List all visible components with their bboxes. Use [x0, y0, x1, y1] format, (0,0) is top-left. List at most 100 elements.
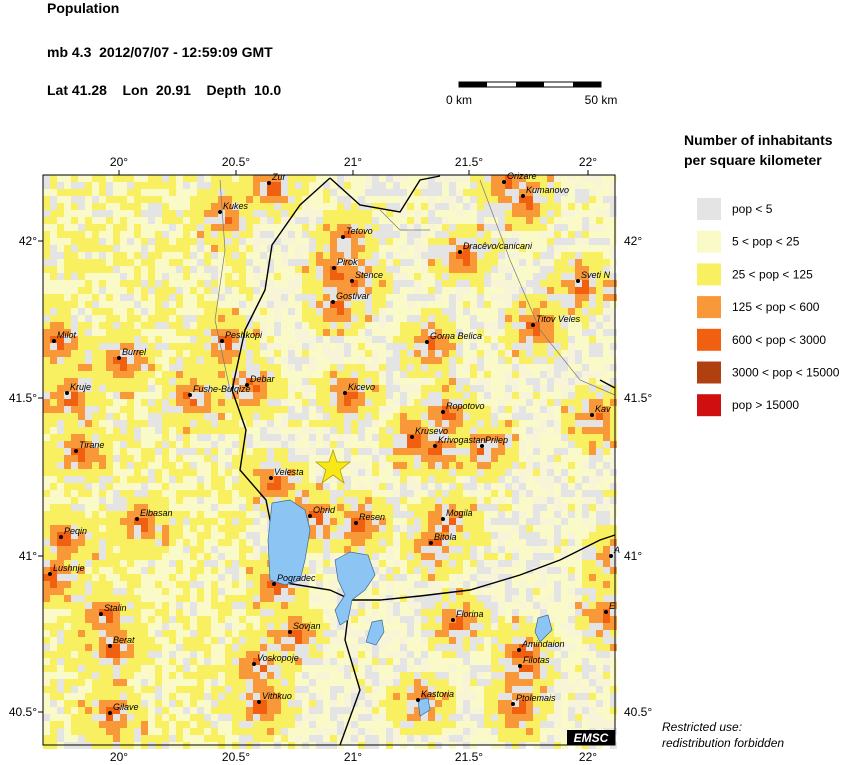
raster-cell: [407, 238, 414, 245]
raster-cell: [519, 434, 526, 441]
raster-cell: [155, 259, 162, 266]
raster-cell: [582, 476, 589, 483]
raster-cell: [372, 413, 379, 420]
raster-cell: [148, 315, 155, 322]
raster-cell: [316, 343, 323, 350]
raster-cell: [85, 182, 92, 189]
raster-cell: [512, 532, 519, 539]
raster-cell: [582, 182, 589, 189]
raster-cell: [239, 343, 246, 350]
raster-cell: [463, 602, 470, 609]
raster-cell: [134, 490, 141, 497]
raster-cell: [141, 574, 148, 581]
raster-cell: [323, 546, 330, 553]
raster-cell: [134, 231, 141, 238]
raster-cell: [372, 301, 379, 308]
raster-cell: [568, 567, 575, 574]
raster-cell: [225, 385, 232, 392]
raster-cell: [477, 231, 484, 238]
raster-cell: [547, 441, 554, 448]
raster-cell: [582, 490, 589, 497]
raster-cell: [386, 266, 393, 273]
raster-cell: [533, 504, 540, 511]
raster-cell: [400, 588, 407, 595]
raster-cell: [113, 532, 120, 539]
raster-cell: [204, 497, 211, 504]
raster-cell: [120, 280, 127, 287]
raster-cell: [309, 203, 316, 210]
raster-cell: [526, 322, 533, 329]
raster-cell: [183, 175, 190, 182]
raster-cell: [99, 420, 106, 427]
raster-cell: [218, 595, 225, 602]
raster-cell: [421, 553, 428, 560]
raster-cell: [323, 532, 330, 539]
raster-cell: [260, 581, 267, 588]
raster-cell: [218, 203, 225, 210]
raster-cell: [316, 504, 323, 511]
raster-cell: [582, 273, 589, 280]
raster-cell: [239, 455, 246, 462]
raster-cell: [225, 553, 232, 560]
raster-cell: [50, 329, 57, 336]
raster-cell: [365, 294, 372, 301]
raster-cell: [407, 518, 414, 525]
raster-cell: [232, 462, 239, 469]
raster-cell: [589, 343, 596, 350]
raster-cell: [463, 336, 470, 343]
raster-cell: [372, 539, 379, 546]
raster-cell: [50, 357, 57, 364]
raster-cell: [190, 371, 197, 378]
raster-cell: [71, 385, 78, 392]
raster-cell: [449, 245, 456, 252]
raster-cell: [197, 567, 204, 574]
raster-cell: [309, 175, 316, 182]
raster-cell: [372, 175, 379, 182]
raster-cell: [421, 196, 428, 203]
raster-cell: [498, 329, 505, 336]
raster-cell: [316, 231, 323, 238]
raster-cell: [358, 385, 365, 392]
raster-cell: [477, 567, 484, 574]
raster-cell: [169, 455, 176, 462]
raster-cell: [162, 546, 169, 553]
raster-cell: [148, 287, 155, 294]
raster-cell: [64, 203, 71, 210]
raster-cell: [386, 574, 393, 581]
raster-cell: [253, 609, 260, 616]
raster-cell: [253, 574, 260, 581]
raster-cell: [344, 441, 351, 448]
raster-cell: [505, 616, 512, 623]
raster-cell: [407, 553, 414, 560]
raster-cell: [603, 455, 610, 462]
raster-cell: [554, 546, 561, 553]
raster-cell: [421, 224, 428, 231]
raster-cell: [225, 175, 232, 182]
raster-cell: [92, 623, 99, 630]
raster-cell: [442, 588, 449, 595]
raster-cell: [414, 574, 421, 581]
raster-cell: [421, 357, 428, 364]
raster-cell: [92, 329, 99, 336]
raster-cell: [400, 553, 407, 560]
raster-cell: [141, 427, 148, 434]
raster-cell: [470, 546, 477, 553]
raster-cell: [78, 462, 85, 469]
raster-cell: [64, 462, 71, 469]
raster-cell: [351, 266, 358, 273]
raster-cell: [197, 252, 204, 259]
raster-cell: [302, 259, 309, 266]
raster-cell: [421, 630, 428, 637]
raster-cell: [407, 210, 414, 217]
raster-cell: [449, 525, 456, 532]
raster-cell: [540, 364, 547, 371]
raster-cell: [176, 280, 183, 287]
raster-cell: [64, 175, 71, 182]
raster-cell: [323, 553, 330, 560]
raster-cell: [253, 483, 260, 490]
raster-cell: [449, 315, 456, 322]
raster-cell: [295, 413, 302, 420]
raster-cell: [239, 399, 246, 406]
raster-cell: [78, 266, 85, 273]
raster-cell: [484, 224, 491, 231]
